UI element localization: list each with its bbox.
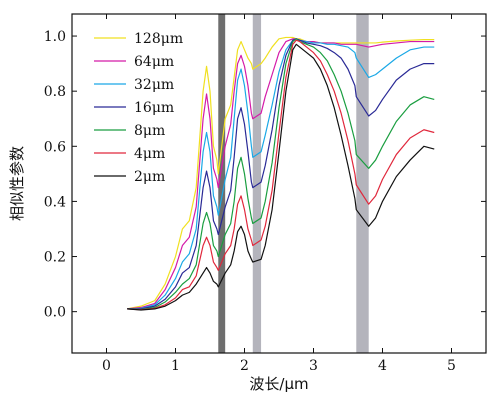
legend-label-4: 16μm xyxy=(134,100,174,116)
x-tick-label: 1 xyxy=(171,358,180,374)
legend-label-2: 64μm xyxy=(134,54,174,70)
y-tick-label: 0.4 xyxy=(44,194,66,210)
y-tick-label: 0.6 xyxy=(44,139,66,155)
y-tick-label: 0.0 xyxy=(44,305,66,321)
band-3 xyxy=(356,14,369,353)
band-2 xyxy=(252,14,262,353)
series-line-1 xyxy=(127,36,435,310)
ticks-layer: 0 1 2 3 4 5 0.0 0.2 0.4 0.6 0.8 1.0 xyxy=(44,14,486,374)
y-tick-label: 0.2 xyxy=(44,250,66,266)
x-tick-label: 0 xyxy=(102,358,111,374)
series-line-4 xyxy=(127,38,435,310)
series-line-6 xyxy=(127,39,435,311)
legend: 128μm 64μm 32μm 16μm 8μm 4μm 2μm xyxy=(94,31,183,185)
x-tick-label: 3 xyxy=(309,358,318,374)
y-tick-label: 0.8 xyxy=(44,84,66,100)
series-line-7 xyxy=(127,43,435,311)
x-tick-label: 2 xyxy=(240,358,249,374)
bands-layer xyxy=(218,14,369,353)
y-tick-label: 1.0 xyxy=(44,29,66,45)
legend-label-5: 8μm xyxy=(134,123,165,139)
series-line-5 xyxy=(127,38,435,311)
series-line-2 xyxy=(127,38,435,310)
y-axis-title: 相似性参数 xyxy=(8,146,26,221)
series-line-3 xyxy=(127,38,435,310)
band-1 xyxy=(218,14,226,353)
legend-label-3: 32μm xyxy=(134,77,174,93)
x-tick-label: 5 xyxy=(447,358,456,374)
legend-label-6: 4μm xyxy=(134,146,165,162)
x-axis-title: 波长/μm xyxy=(249,375,308,393)
x-tick-label: 4 xyxy=(378,358,387,374)
legend-label-7: 2μm xyxy=(134,169,165,185)
series-layer xyxy=(127,36,435,311)
legend-label-1: 128μm xyxy=(134,31,183,47)
plot-frame xyxy=(71,13,487,354)
